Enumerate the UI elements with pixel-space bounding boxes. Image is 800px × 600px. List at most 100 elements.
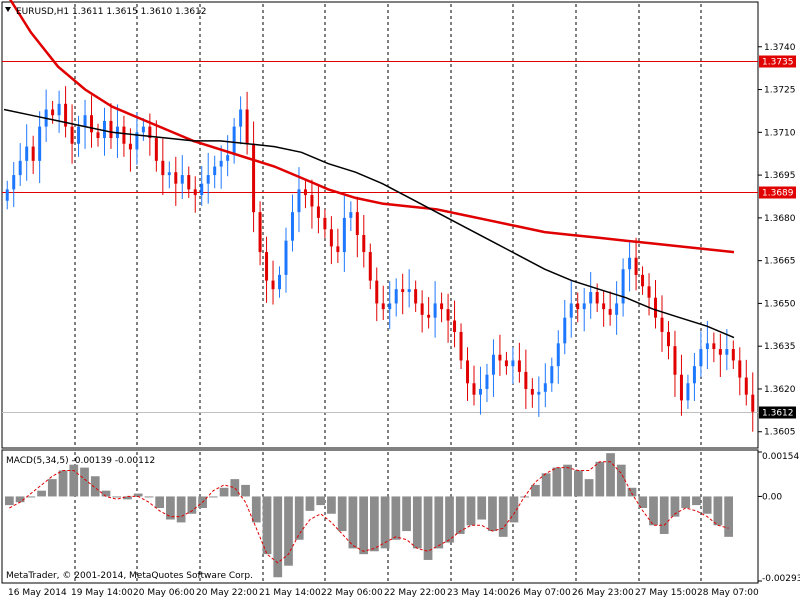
time-tick-label: 20 May 22:00	[196, 588, 258, 598]
candle-bull	[180, 175, 184, 184]
macd-bar	[101, 490, 111, 497]
candle-bear	[414, 289, 418, 304]
candle-bull	[239, 109, 243, 127]
macd-bar	[616, 464, 626, 497]
macd-bar	[445, 496, 454, 543]
macd-bar	[5, 496, 14, 506]
macd-bar	[638, 496, 648, 508]
candle-bull	[543, 383, 547, 392]
candle-bear	[64, 103, 68, 127]
macd-bar	[187, 496, 197, 514]
macd-bar	[606, 453, 615, 497]
candle-bull	[226, 155, 230, 161]
macd-bar	[284, 496, 293, 566]
macd-bar	[316, 496, 326, 506]
moving-average-fast	[3, 108, 735, 339]
macd-bar	[327, 496, 336, 514]
macd-bar	[541, 473, 551, 497]
candle-bear	[258, 212, 262, 253]
candle-bear	[718, 349, 722, 355]
candle-bear	[576, 303, 580, 310]
time-tick-label: 28 May 07:00	[697, 588, 759, 598]
candle-bull	[725, 349, 729, 355]
candle-bull	[582, 303, 586, 310]
candle-bull	[57, 103, 61, 116]
candle-bull	[692, 366, 696, 384]
candle-bear	[316, 206, 320, 218]
candle-bull	[621, 269, 625, 304]
candle-bear	[466, 360, 470, 384]
candle-bull	[628, 257, 632, 270]
current-price-label: 1.3612	[762, 409, 794, 419]
candle-bear	[187, 175, 191, 190]
time-tick-label: 26 May 23:00	[572, 588, 634, 598]
macd-bar	[692, 496, 701, 506]
macd-bar	[498, 496, 508, 537]
macd-bar	[531, 484, 540, 497]
candle-bear	[245, 109, 249, 144]
candle-bear	[323, 217, 327, 230]
candle-bull	[278, 274, 282, 290]
candle-bull	[83, 115, 87, 127]
candle-bull	[407, 289, 411, 293]
price-tick-label: 1.3650	[764, 299, 796, 309]
macd-bar	[563, 464, 572, 497]
candle-bear	[310, 195, 314, 207]
macd-bar	[123, 496, 132, 500]
candle-bear	[647, 286, 651, 298]
candle-bear	[472, 383, 476, 395]
candle-bull	[141, 126, 145, 133]
macd-bar	[573, 470, 583, 497]
macd-bar	[659, 496, 669, 534]
candle-bull	[284, 240, 288, 275]
macd-bar	[26, 496, 36, 498]
macd-bar	[155, 496, 165, 508]
macd-bar	[434, 496, 444, 549]
candle-bear	[608, 309, 612, 315]
macd-bar	[359, 496, 368, 555]
candle-bear	[446, 309, 450, 321]
macd-histogram	[5, 453, 733, 578]
macd-bar	[702, 496, 712, 514]
candle-bull	[213, 166, 217, 176]
candle-bull	[556, 343, 560, 367]
time-tick-label: 22 May 06:00	[321, 588, 383, 598]
macd-bar	[724, 496, 733, 537]
candle-bear	[271, 280, 275, 290]
macd-tick-label: 0.00154	[762, 452, 799, 462]
macd-bar	[230, 479, 240, 497]
candle-bear	[654, 297, 658, 318]
macd-bar	[649, 496, 658, 526]
time-axis: 16 May 2014 19 May 14:00 20 May 06:00 20 Ma…	[8, 588, 759, 598]
candle-bull	[394, 289, 398, 304]
triangle-down-icon[interactable]	[5, 7, 11, 12]
macd-bar	[241, 484, 250, 497]
time-tick-label: 19 May 14:00	[71, 588, 133, 598]
macd-bar	[251, 496, 261, 523]
macd-bar	[402, 496, 411, 532]
candle-bear	[504, 360, 508, 367]
macd-header: MACD(5,34,5) -0.00139 -0.00112	[6, 456, 155, 466]
candle-bear	[673, 346, 677, 375]
moving-averages	[3, 0, 735, 339]
candle-bear	[96, 132, 100, 139]
candle-bear	[666, 331, 670, 347]
candle-bear	[362, 234, 366, 253]
macd-bar	[681, 496, 691, 508]
macd-bar	[15, 496, 25, 503]
price-tick-label: 1.3665	[764, 257, 796, 267]
macd-bar	[133, 493, 143, 497]
candle-bear	[174, 172, 178, 184]
time-tick-label: 20 May 06:00	[133, 588, 195, 598]
macd-bar	[219, 487, 229, 497]
price-tick-label: 1.3635	[764, 342, 796, 352]
candle-bull	[485, 374, 489, 389]
candle-bear	[401, 289, 405, 293]
candle-bear	[498, 354, 502, 361]
time-tick-label: 27 May 15:00	[635, 588, 697, 598]
macd-bar	[370, 496, 379, 552]
candle-bear	[660, 317, 664, 332]
candle-bear	[712, 343, 716, 350]
